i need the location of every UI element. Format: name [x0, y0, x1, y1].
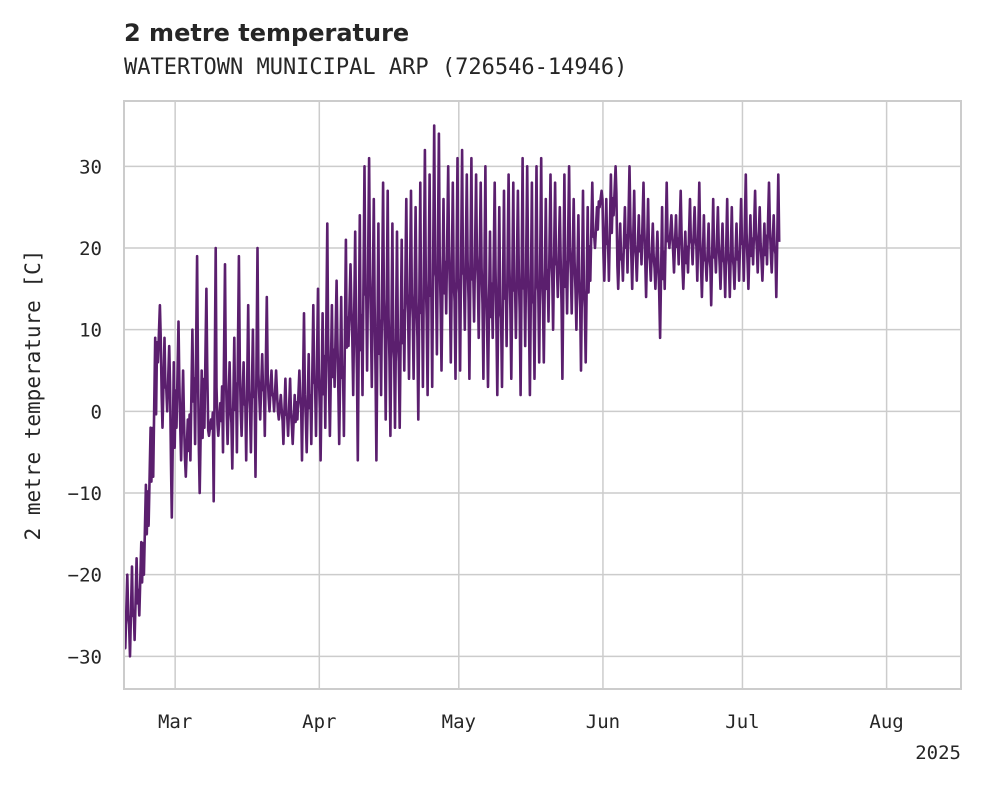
x-tick-label: May: [442, 711, 476, 733]
x-tick-label: Jul: [725, 711, 759, 733]
series-line: [123, 124, 781, 658]
y-axis-label: 2 metre temperature [C]: [21, 250, 45, 541]
y-tick-label: −30: [68, 646, 102, 668]
x-tick-label: Aug: [869, 711, 903, 733]
y-tick-labels: −30 −20 −10 0 10 20 30: [68, 156, 102, 668]
y-tick-label: 30: [79, 156, 102, 178]
y-tick-label: 0: [91, 401, 102, 423]
x-year-label: 2025: [915, 742, 961, 764]
x-tick-labels: Mar Apr May Jun Jul Aug: [158, 711, 904, 733]
chart-title: 2 metre temperature: [124, 19, 409, 47]
chart-subtitle: WATERTOWN MUNICIPAL ARP (726546-14946): [124, 55, 627, 80]
y-tick-label: 20: [79, 238, 102, 260]
y-tick-label: −20: [68, 565, 102, 587]
y-tick-label: 10: [79, 320, 102, 342]
y-tick-label: −10: [68, 483, 102, 505]
plot-frame: [123, 100, 962, 690]
x-tick-label: Mar: [158, 711, 192, 733]
x-tick-label: Apr: [302, 711, 336, 733]
x-tick-label: Jun: [586, 711, 620, 733]
